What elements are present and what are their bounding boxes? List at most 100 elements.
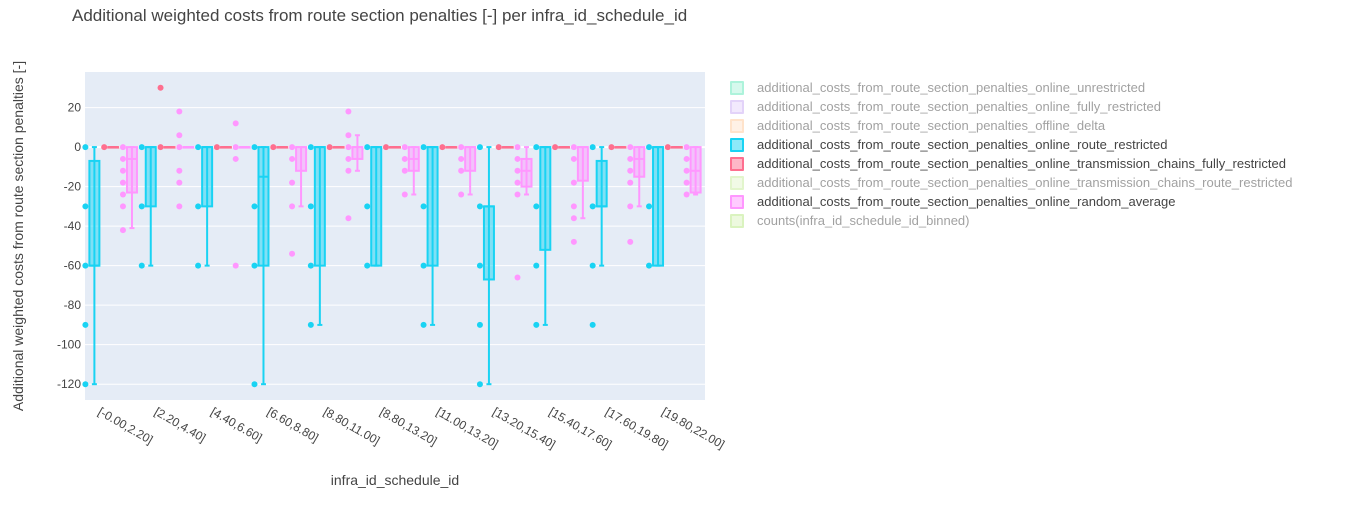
data-point[interactable]	[195, 203, 202, 210]
legend-item[interactable]: additional_costs_from_route_section_pena…	[730, 135, 1293, 154]
data-point[interactable]	[251, 203, 258, 210]
data-point[interactable]	[119, 179, 126, 186]
data-point[interactable]	[683, 179, 690, 186]
box-additional_costs_from_route_section_penalties_online_random_average[interactable]	[401, 144, 420, 198]
data-point[interactable]	[232, 120, 239, 127]
box-body[interactable]	[539, 146, 552, 251]
data-point[interactable]	[627, 144, 634, 151]
data-point[interactable]	[514, 191, 521, 198]
box-additional_costs_from_route_section_penalties_online_route_restricted[interactable]	[364, 144, 383, 269]
data-point[interactable]	[664, 144, 671, 151]
data-point[interactable]	[589, 321, 596, 328]
data-point[interactable]	[119, 203, 126, 210]
data-point[interactable]	[514, 167, 521, 174]
legend-item[interactable]: additional_costs_from_route_section_pena…	[730, 116, 1293, 135]
legend-item[interactable]: additional_costs_from_route_section_pena…	[730, 78, 1293, 97]
box-additional_costs_from_route_section_penalties_online_random_average[interactable]	[119, 144, 138, 234]
box-body[interactable]	[464, 146, 477, 172]
data-point[interactable]	[589, 262, 596, 269]
data-point[interactable]	[401, 155, 408, 162]
box-additional_costs_from_route_section_penalties_online_transmission_chains_fully_restricted[interactable]	[383, 144, 401, 151]
data-point[interactable]	[138, 144, 145, 151]
data-point[interactable]	[420, 203, 427, 210]
box-additional_costs_from_route_section_penalties_online_transmission_chains_fully_restricted[interactable]	[608, 144, 627, 151]
legend-item[interactable]: additional_costs_from_route_section_pena…	[730, 173, 1293, 192]
data-point[interactable]	[232, 155, 239, 162]
data-point[interactable]	[683, 167, 690, 174]
data-point[interactable]	[364, 262, 371, 269]
box-body[interactable]	[88, 159, 101, 267]
box-additional_costs_from_route_section_penalties_online_random_average[interactable]	[570, 144, 589, 245]
data-point[interactable]	[176, 144, 183, 151]
legend-item[interactable]: counts(infra_id_schedule_id_binned)	[730, 211, 1293, 230]
box-body[interactable]	[482, 205, 495, 281]
data-point[interactable]	[570, 179, 577, 186]
data-point[interactable]	[420, 262, 427, 269]
legend-item[interactable]: additional_costs_from_route_section_pena…	[730, 97, 1293, 116]
data-point[interactable]	[683, 155, 690, 162]
box-additional_costs_from_route_section_penalties_online_transmission_chains_fully_restricted[interactable]	[213, 144, 232, 151]
data-point[interactable]	[476, 321, 483, 328]
data-point[interactable]	[195, 144, 202, 151]
box-additional_costs_from_route_section_penalties_online_transmission_chains_fully_restricted[interactable]	[495, 144, 514, 151]
data-point[interactable]	[232, 262, 239, 269]
box-additional_costs_from_route_section_penalties_online_random_average[interactable]	[627, 144, 646, 245]
data-point[interactable]	[119, 155, 126, 162]
data-point[interactable]	[138, 203, 145, 210]
data-point[interactable]	[627, 203, 634, 210]
data-point[interactable]	[401, 144, 408, 151]
data-point[interactable]	[476, 203, 483, 210]
data-point[interactable]	[439, 144, 446, 151]
data-point[interactable]	[514, 155, 521, 162]
data-point[interactable]	[345, 155, 352, 162]
data-point[interactable]	[251, 144, 258, 151]
box-body[interactable]	[313, 146, 326, 267]
data-point[interactable]	[383, 144, 389, 151]
data-point[interactable]	[570, 144, 577, 151]
box-additional_costs_from_route_section_penalties_online_random_average[interactable]	[458, 144, 477, 198]
box-additional_costs_from_route_section_penalties_online_route_restricted[interactable]	[646, 144, 665, 269]
data-point[interactable]	[119, 191, 126, 198]
data-point[interactable]	[420, 144, 427, 151]
data-point[interactable]	[364, 203, 371, 210]
data-point[interactable]	[458, 155, 465, 162]
legend-item[interactable]: additional_costs_from_route_section_pena…	[730, 154, 1293, 173]
data-point[interactable]	[627, 155, 634, 162]
data-point[interactable]	[627, 238, 634, 245]
data-point[interactable]	[646, 144, 653, 151]
box-body[interactable]	[370, 146, 383, 267]
data-point[interactable]	[533, 203, 540, 210]
data-point[interactable]	[533, 262, 540, 269]
box-additional_costs_from_route_section_penalties_online_route_restricted[interactable]	[420, 144, 439, 328]
box-additional_costs_from_route_section_penalties_online_transmission_chains_fully_restricted[interactable]	[326, 144, 345, 151]
box-additional_costs_from_route_section_penalties_online_route_restricted[interactable]	[195, 144, 214, 269]
box-additional_costs_from_route_section_penalties_online_route_restricted[interactable]	[82, 144, 101, 388]
data-point[interactable]	[476, 381, 483, 388]
data-point[interactable]	[533, 144, 540, 151]
data-point[interactable]	[176, 167, 183, 174]
data-point[interactable]	[570, 238, 577, 245]
boxes-layer[interactable]	[82, 84, 702, 388]
box-body[interactable]	[295, 146, 308, 172]
data-point[interactable]	[345, 144, 352, 151]
box-additional_costs_from_route_section_penalties_online_random_average[interactable]	[683, 144, 702, 198]
box-additional_costs_from_route_section_penalties_online_random_average[interactable]	[176, 108, 195, 210]
box-additional_costs_from_route_section_penalties_online_route_restricted[interactable]	[307, 144, 326, 328]
data-point[interactable]	[307, 203, 314, 210]
data-point[interactable]	[270, 144, 277, 151]
data-point[interactable]	[420, 321, 427, 328]
box-additional_costs_from_route_section_penalties_online_random_average[interactable]	[345, 108, 364, 222]
data-point[interactable]	[119, 167, 126, 174]
box-additional_costs_from_route_section_penalties_online_transmission_chains_fully_restricted[interactable]	[439, 144, 458, 151]
data-point[interactable]	[326, 144, 333, 151]
data-point[interactable]	[570, 215, 577, 222]
box-body[interactable]	[201, 146, 214, 208]
box-additional_costs_from_route_section_penalties_online_transmission_chains_fully_restricted[interactable]	[157, 84, 176, 151]
data-point[interactable]	[289, 250, 296, 257]
data-point[interactable]	[608, 144, 615, 151]
data-point[interactable]	[476, 262, 483, 269]
data-point[interactable]	[138, 262, 145, 269]
box-body[interactable]	[125, 146, 138, 194]
box-additional_costs_from_route_section_penalties_online_transmission_chains_fully_restricted[interactable]	[270, 144, 289, 151]
